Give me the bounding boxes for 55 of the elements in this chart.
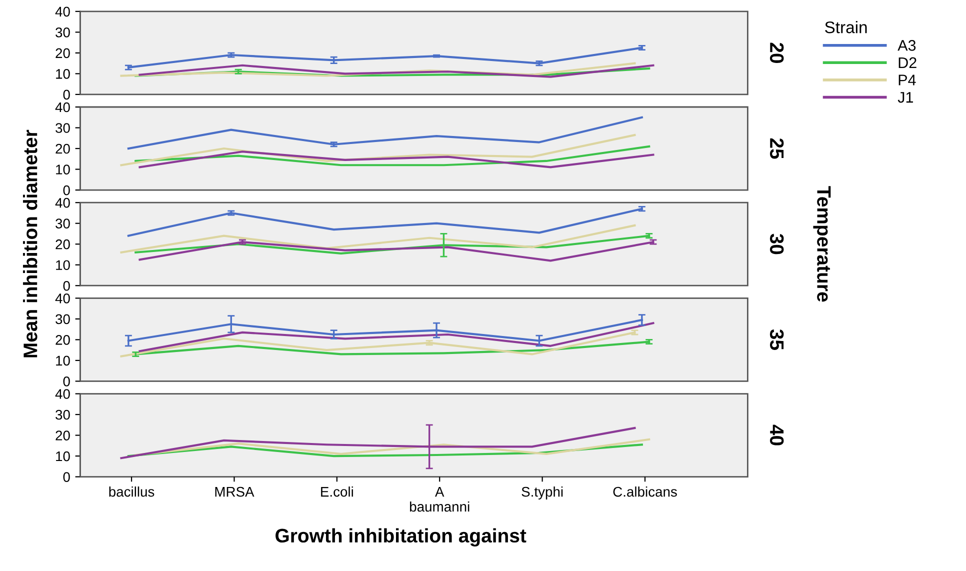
y-tick-label: 0 xyxy=(63,90,70,100)
y-tick-label: 10 xyxy=(56,164,70,174)
y-tick-label: 20 xyxy=(56,144,70,154)
y-tick-label: 30 xyxy=(56,314,70,324)
line-series xyxy=(120,134,636,166)
y-tick-label: 40 xyxy=(55,389,70,399)
text: 25 xyxy=(770,138,784,159)
legend-title: Strain xyxy=(825,21,867,34)
text: 40 xyxy=(770,424,784,446)
legend-label: J1 xyxy=(898,92,913,103)
y-tick-label: 10 xyxy=(56,260,70,270)
line-series xyxy=(120,224,636,254)
x-tick-label: bacillus xyxy=(109,486,154,497)
y-tick-label: 20 xyxy=(56,239,70,250)
y-tick-label: 40 xyxy=(55,102,70,112)
text: 35 xyxy=(770,329,784,350)
legend-label: A3 xyxy=(898,40,916,51)
line-series xyxy=(134,145,650,166)
y-tick-label: 20 xyxy=(56,335,70,345)
y-tick-label: 0 xyxy=(63,376,70,386)
line-series xyxy=(134,438,650,456)
y2-axis-title: Temperature xyxy=(813,186,831,302)
y-tick-label: 30 xyxy=(56,218,70,229)
y-tick-label: 40 xyxy=(55,198,70,208)
y-tick-label: 30 xyxy=(56,28,70,38)
text: 20 xyxy=(770,42,784,63)
line-series xyxy=(127,444,643,458)
y-tick-label: 20 xyxy=(56,48,70,58)
y-tick-label: 0 xyxy=(63,280,70,291)
line-series xyxy=(127,318,643,342)
x-tick-label: MRSA xyxy=(215,486,254,497)
x-axis-title: Growth inhibitation against xyxy=(276,528,526,546)
line-series xyxy=(120,62,636,77)
x-tick-label: C.albicans xyxy=(613,486,677,497)
x-tick-label: A baumanni xyxy=(410,487,470,512)
y-tick-label: 10 xyxy=(56,451,70,462)
y-tick-label: 30 xyxy=(56,410,70,420)
y-tick-label: 10 xyxy=(56,69,70,79)
y-tick-label: 30 xyxy=(56,123,70,133)
line-series xyxy=(138,322,654,352)
y-tick-label: 0 xyxy=(63,185,70,196)
text: 30 xyxy=(770,234,784,254)
y-tick-label: 0 xyxy=(63,472,70,482)
legend-label: P4 xyxy=(898,74,916,86)
y-tick-label: 20 xyxy=(56,430,70,440)
line-series xyxy=(127,116,643,150)
x-tick-label: E.coli xyxy=(321,486,353,497)
legend-label: D2 xyxy=(898,57,916,68)
y-tick-label: 10 xyxy=(56,356,70,366)
line-series xyxy=(138,64,654,78)
y-tick-label: 40 xyxy=(55,6,70,17)
y-axis-title: Mean inhibition diameter xyxy=(22,130,38,358)
x-tick-label: S.typhi xyxy=(522,486,563,500)
line-series xyxy=(138,150,654,168)
y-tick-label: 40 xyxy=(55,294,70,304)
